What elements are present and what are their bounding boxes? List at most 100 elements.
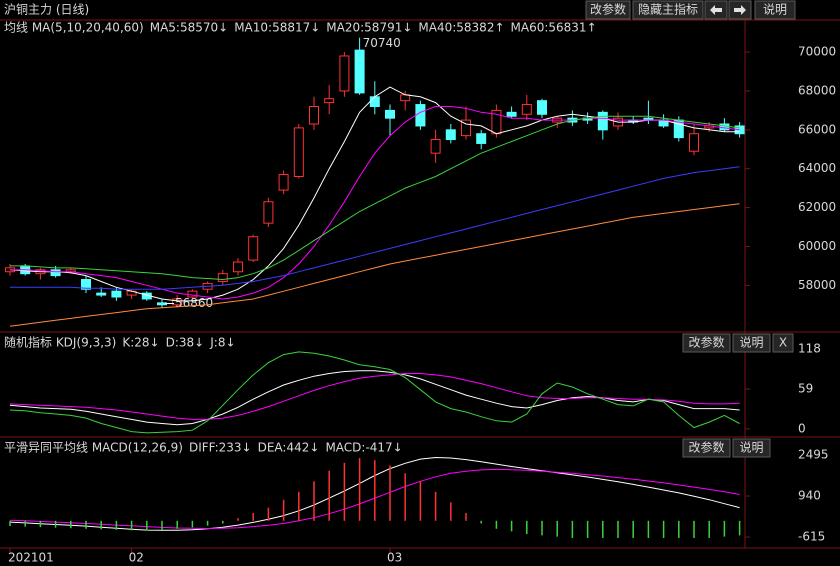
- candle-body: [233, 261, 243, 273]
- macd-bar: [282, 499, 285, 521]
- candle-body: [430, 139, 441, 154]
- button-label[interactable]: 说明: [763, 2, 787, 17]
- macd-bar: [100, 520, 102, 530]
- candle-body: [309, 106, 319, 125]
- macd-bar: [571, 520, 574, 538]
- candle-body: [521, 104, 532, 115]
- legend-entry: K:28↓: [122, 336, 159, 350]
- macd-bar: [495, 520, 498, 529]
- button-box[interactable]: [772, 333, 794, 353]
- y-tick-label: 62000: [798, 200, 836, 214]
- low-annotation: 56860: [175, 296, 213, 310]
- macd-bar: [161, 520, 163, 530]
- arrow-icon[interactable]: [710, 5, 722, 15]
- button-label[interactable]: 改参数: [688, 335, 724, 350]
- macd-bar: [389, 465, 391, 521]
- candle-body: [369, 96, 380, 108]
- button-label[interactable]: X: [779, 336, 787, 350]
- button[interactable]: 改参数: [585, 0, 631, 20]
- indicator-line: [9, 86, 740, 302]
- macd-bar: [237, 518, 239, 521]
- button-label[interactable]: 改参数: [590, 2, 626, 17]
- candle-body: [537, 100, 547, 115]
- y-tick-label: 64000: [798, 161, 836, 175]
- macd-bar: [358, 458, 361, 521]
- candle-body: [597, 111, 608, 131]
- candle-body: [719, 123, 730, 131]
- page-title: 沪铜主力 (日线): [4, 2, 89, 17]
- button[interactable]: [704, 0, 728, 20]
- button-box[interactable]: [682, 333, 731, 353]
- macd-bar: [404, 473, 406, 521]
- candle-body: [293, 127, 304, 177]
- candle-body: [506, 111, 517, 117]
- candle-body: [278, 174, 289, 191]
- button[interactable]: 改参数: [682, 438, 731, 458]
- macd-bar: [586, 520, 589, 538]
- legend-entry: DEA:442↓: [258, 441, 320, 455]
- macd-bar: [313, 481, 315, 521]
- candle-body: [324, 98, 335, 104]
- button-box[interactable]: [682, 438, 731, 458]
- legend-entry: MA20:58791↓: [326, 21, 412, 35]
- candle-body: [476, 133, 487, 144]
- candle-body: [81, 279, 91, 290]
- candle-body: [339, 55, 350, 92]
- y-tick-label: 940: [798, 489, 821, 503]
- y-tick-label: 0: [798, 421, 806, 435]
- indicator-label: 随机指标 KDJ(9,3,3): [4, 335, 116, 350]
- y-tick-label: 58000: [798, 278, 836, 292]
- candle-body: [263, 201, 274, 224]
- y-tick-label: 59: [798, 382, 813, 396]
- legend-entry: MA60:56831↑: [511, 21, 597, 35]
- button-box[interactable]: [632, 0, 704, 20]
- arrow-icon[interactable]: [734, 5, 746, 15]
- macd-bar: [191, 520, 194, 528]
- button[interactable]: 说明: [732, 333, 771, 353]
- macd-bar: [374, 460, 376, 521]
- macd-bar: [632, 520, 634, 538]
- button[interactable]: 说明: [754, 0, 796, 20]
- macd-bar: [541, 520, 543, 536]
- candle-body: [689, 133, 699, 152]
- button-box[interactable]: [732, 438, 771, 458]
- macd-bar: [130, 520, 133, 531]
- button-box[interactable]: [732, 333, 771, 353]
- button-label[interactable]: 说明: [739, 335, 763, 350]
- indicator-line: [9, 373, 740, 420]
- button[interactable]: 隐藏主指标: [632, 0, 704, 20]
- button-label[interactable]: 隐藏主指标: [638, 2, 698, 17]
- button-box[interactable]: [754, 0, 796, 20]
- macd-bar: [267, 507, 270, 521]
- candle-body: [50, 269, 61, 277]
- macd-bar: [222, 520, 224, 524]
- high-annotation: 70740: [363, 36, 401, 50]
- candle-body: [461, 119, 471, 137]
- macd-bar: [480, 520, 482, 524]
- legend-entry: MA10:58817↓: [234, 21, 320, 35]
- macd-bar: [617, 520, 619, 538]
- candle-body: [248, 236, 259, 261]
- button-box[interactable]: [585, 0, 631, 20]
- candle-body: [445, 129, 456, 141]
- button-label[interactable]: 改参数: [688, 440, 724, 455]
- legend-entry: MA5:58570↓: [150, 21, 228, 35]
- indicator-line: [9, 370, 740, 426]
- macd-bar: [343, 462, 346, 521]
- legend-entry: MA40:58382↑: [418, 21, 504, 35]
- macd-bar: [9, 520, 11, 527]
- macd-bar: [206, 520, 209, 526]
- legend-entry: DIFF:233↓: [189, 441, 252, 455]
- button[interactable]: 说明: [732, 438, 771, 458]
- y-tick-label: 66000: [798, 122, 836, 136]
- macd-bar: [146, 520, 148, 531]
- y-tick-label: -615: [798, 530, 825, 544]
- button[interactable]: X: [772, 333, 794, 353]
- macd-bar: [662, 520, 665, 538]
- button[interactable]: [728, 0, 752, 20]
- button-label[interactable]: 说明: [739, 440, 763, 455]
- macd-bar: [526, 520, 528, 535]
- indicator-line: [9, 351, 740, 434]
- button[interactable]: 改参数: [682, 333, 731, 353]
